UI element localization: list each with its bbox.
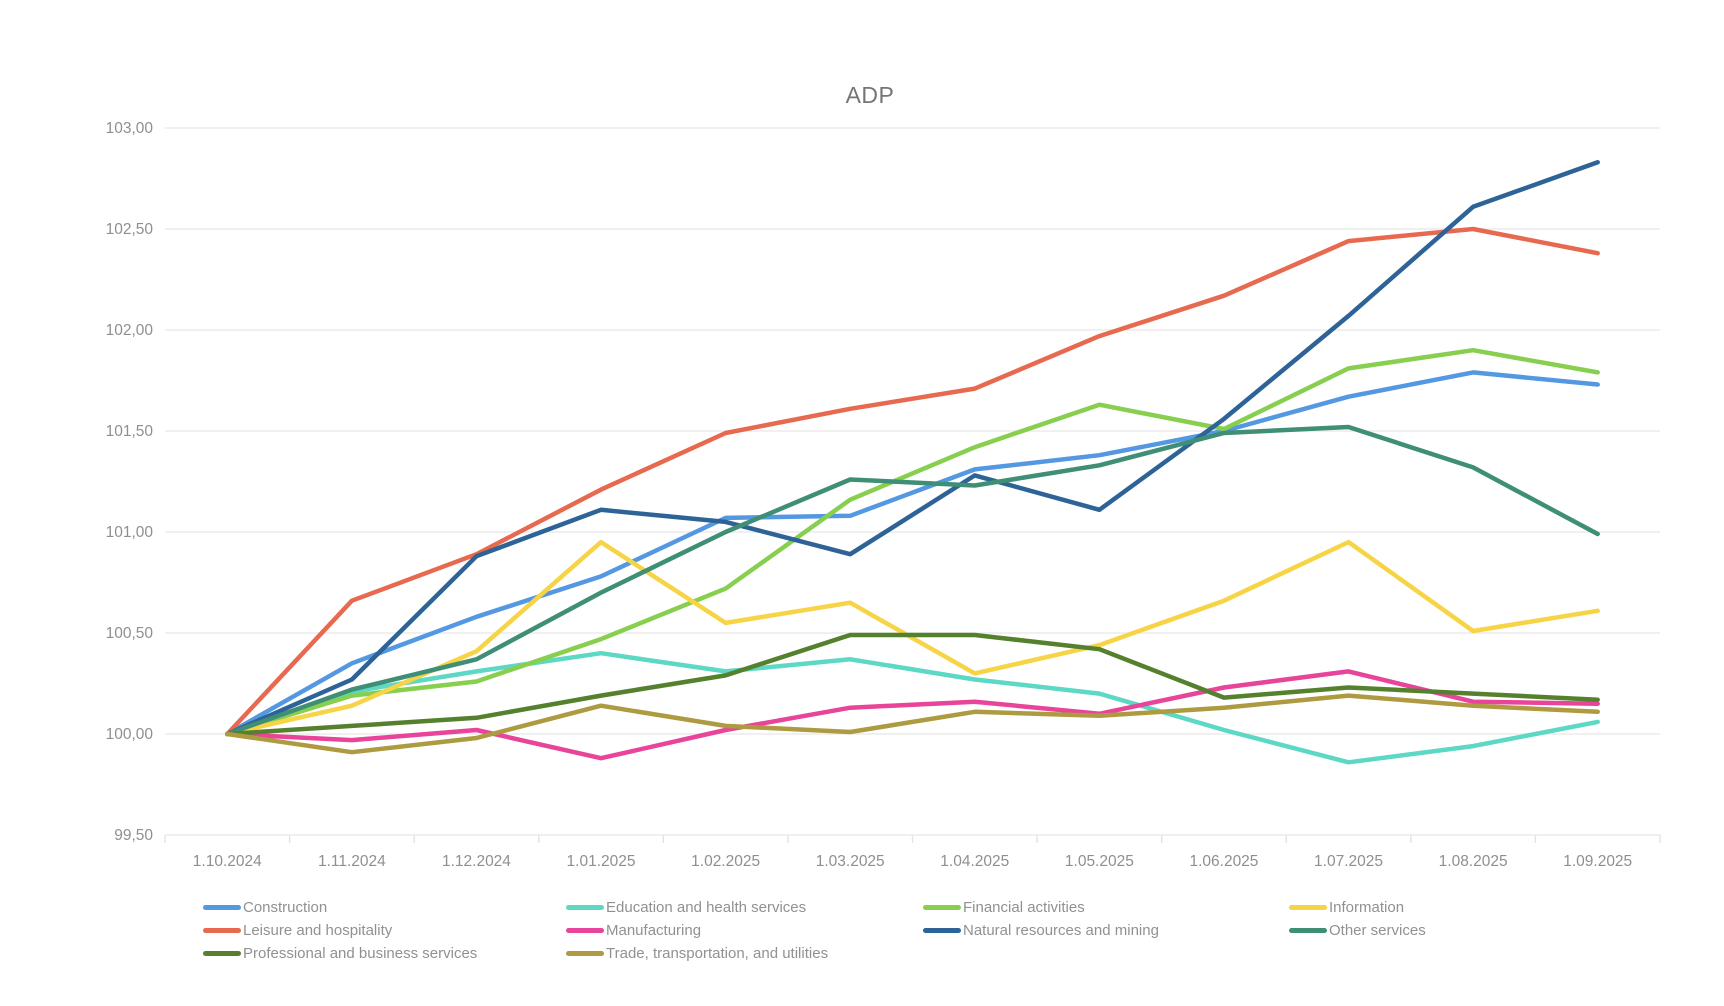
y-axis-label: 103,00	[106, 120, 154, 137]
legend-swatch-trade-transportation-and-utilities	[566, 951, 604, 956]
legend-item-leisure-and-hospitality[interactable]: Leisure and hospitality	[203, 919, 566, 942]
legend-swatch-information	[1289, 905, 1327, 910]
y-axis-label: 102,00	[106, 322, 154, 339]
legend-label: Construction	[243, 899, 328, 916]
x-axis-label: 1.04.2025	[940, 853, 1009, 870]
x-axis-label: 1.02.2025	[691, 853, 760, 870]
series-line-trade-transportation-and-utilities[interactable]	[225, 693, 1600, 755]
y-axis-label: 101,00	[106, 524, 154, 541]
legend-item-manufacturing[interactable]: Manufacturing	[566, 919, 923, 942]
series-line-information[interactable]	[225, 539, 1600, 737]
legend-swatch-education-and-health-services	[566, 905, 604, 910]
y-axis-label: 99,50	[114, 827, 153, 844]
x-axis-label: 1.11.2024	[318, 853, 386, 870]
legend-label: Information	[1329, 899, 1405, 916]
x-axis-label: 1.05.2025	[1065, 853, 1134, 870]
legend-label: Education and health services	[606, 899, 807, 916]
x-axis-label: 1.08.2025	[1439, 853, 1508, 870]
legend-item-construction[interactable]: Construction	[203, 896, 566, 919]
legend-label: Leisure and hospitality	[243, 922, 393, 939]
x-axis-label: 1.01.2025	[567, 853, 636, 870]
y-axis-label: 102,50	[106, 221, 154, 238]
x-axis-label: 1.10.2024	[193, 853, 262, 870]
series-line-leisure-and-hospitality[interactable]	[225, 226, 1600, 737]
legend-swatch-manufacturing	[566, 928, 604, 933]
legend-label: Professional and business services	[243, 945, 478, 962]
legend-swatch-professional-and-business-services	[203, 951, 241, 956]
legend-swatch-other-services	[1289, 928, 1327, 933]
legend-label: Financial activities	[963, 899, 1085, 916]
chart-legend: Construction Education and health servic…	[203, 896, 1629, 965]
series-line-other-services[interactable]	[225, 424, 1600, 737]
legend-swatch-construction	[203, 905, 241, 910]
series-line-professional-and-business-services[interactable]	[225, 632, 1600, 737]
legend-label: Manufacturing	[606, 922, 702, 939]
legend-item-education-and-health-services[interactable]: Education and health services	[566, 896, 923, 919]
y-axis-label: 101,50	[106, 423, 154, 440]
legend-item-financial-activities[interactable]: Financial activities	[923, 896, 1289, 919]
legend-swatch-leisure-and-hospitality	[203, 928, 241, 933]
y-axis-label: 100,50	[106, 625, 154, 642]
legend-label: Trade, transportation, and utilities	[606, 945, 829, 962]
legend-swatch-financial-activities	[923, 905, 961, 910]
x-axis-label: 1.12.2024	[442, 853, 511, 870]
series-line-manufacturing[interactable]	[225, 669, 1600, 761]
series-line-construction[interactable]	[225, 370, 1600, 737]
legend-item-professional-and-business-services[interactable]: Professional and business services	[203, 942, 566, 965]
x-axis-label: 1.07.2025	[1314, 853, 1383, 870]
legend-item-information[interactable]: Information	[1289, 896, 1629, 919]
chart-title: ADP	[845, 82, 895, 108]
y-axis-label: 100,00	[106, 726, 154, 743]
series-line-natural-resources-and-mining[interactable]	[225, 160, 1600, 737]
legend-swatch-natural-resources-and-mining	[923, 928, 961, 933]
series-line-financial-activities[interactable]	[225, 347, 1600, 737]
legend-item-other-services[interactable]: Other services	[1289, 919, 1629, 942]
x-axis-label: 1.06.2025	[1189, 853, 1258, 870]
legend-item-natural-resources-and-mining[interactable]: Natural resources and mining	[923, 919, 1289, 942]
legend-label: Natural resources and mining	[963, 922, 1159, 939]
x-axis-label: 1.09.2025	[1563, 853, 1632, 870]
series-line-education-and-health-services[interactable]	[225, 650, 1600, 765]
legend-label: Other services	[1329, 922, 1426, 939]
legend-item-trade-transportation-and-utilities[interactable]: Trade, transportation, and utilities	[566, 942, 923, 965]
x-axis-label: 1.03.2025	[816, 853, 885, 870]
